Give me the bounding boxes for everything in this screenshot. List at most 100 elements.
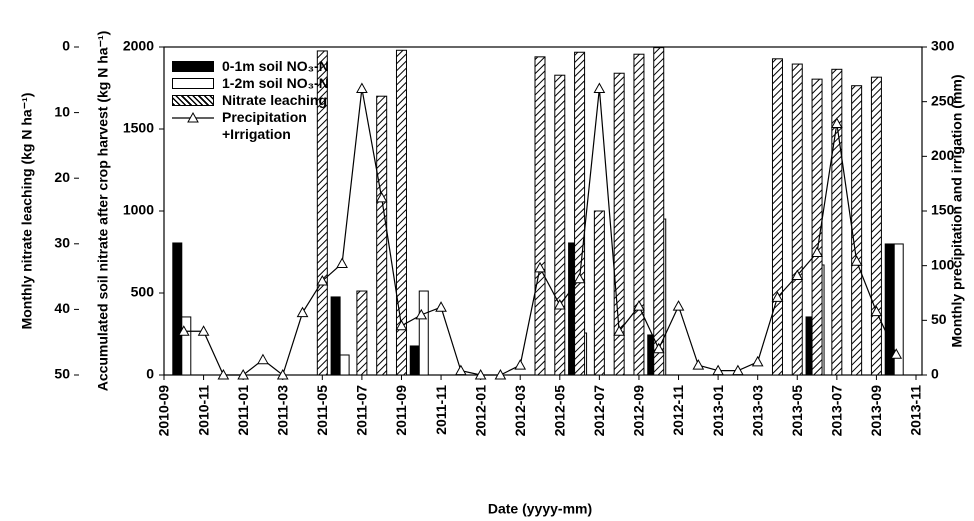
x-tick-label: 2011-11 — [433, 385, 449, 435]
y2-tick-label: 200 — [931, 147, 955, 163]
bar — [851, 85, 863, 376]
x-tick-label: 2012-11 — [670, 385, 686, 436]
y-tick-label: 1000 — [123, 202, 154, 218]
y-tick-label: 0 — [146, 366, 154, 382]
x-tick-label: 2012-01 — [472, 385, 488, 437]
legend-item: Nitrate leaching — [172, 92, 348, 109]
bar — [613, 72, 625, 376]
y3-tick-label: 40 — [54, 300, 70, 316]
legend-label: Precipitation +Irrigation — [222, 109, 307, 142]
bar — [181, 316, 192, 376]
y3-tick-label: 0 — [62, 38, 70, 54]
marker — [732, 364, 744, 376]
y-tick-label: 500 — [131, 284, 155, 300]
y3-tick-label: 20 — [54, 169, 70, 185]
bar — [554, 74, 566, 376]
marker — [771, 291, 784, 302]
y-tick-label: 2000 — [123, 38, 154, 54]
x-tick-label: 2013-01 — [710, 385, 726, 437]
bar — [534, 56, 546, 376]
marker — [633, 300, 645, 311]
marker — [435, 301, 447, 312]
x-tick-label: 2012-05 — [551, 385, 567, 437]
marker — [356, 82, 368, 94]
y2-tick-label: 100 — [931, 256, 955, 272]
marker — [217, 368, 230, 380]
bar — [870, 76, 882, 376]
marker — [415, 308, 428, 320]
marker — [593, 82, 606, 94]
legend-label: Nitrate leaching — [222, 92, 328, 108]
legend-label: 1-2m soil NO₃-N — [222, 75, 329, 91]
marker — [870, 305, 883, 317]
legend: 0-1m soil NO₃-N 1-2m soil NO₃-N Nitrate le… — [172, 58, 348, 143]
marker — [197, 325, 210, 336]
marker — [494, 368, 507, 380]
x-tick-label: 2010-09 — [156, 385, 172, 437]
bar — [172, 242, 183, 376]
bar — [356, 290, 368, 376]
bar — [316, 50, 328, 376]
marker — [830, 117, 843, 129]
legend-swatch — [172, 61, 214, 72]
marker — [712, 364, 724, 376]
bar — [811, 78, 823, 376]
bar — [409, 345, 420, 376]
y2-tick-label: 50 — [931, 311, 947, 327]
bar — [771, 58, 783, 376]
bar — [593, 210, 605, 376]
marker — [613, 325, 626, 336]
y3-tick-label: 30 — [54, 235, 70, 251]
bar — [418, 290, 429, 376]
x-tick-label: 2013-11 — [908, 385, 924, 436]
marker — [375, 191, 388, 203]
legend-swatch — [172, 111, 214, 134]
marker — [811, 246, 823, 258]
marker — [336, 257, 348, 268]
x-tick-label: 2012-03 — [512, 385, 528, 437]
y3-axis-title: Monthly nitrate leaching (kg N ha⁻¹) — [19, 93, 35, 330]
marker — [850, 255, 863, 266]
y2-axis-title: Monthly precipitation and irrigation (mm… — [949, 75, 965, 348]
bar — [653, 47, 665, 376]
x-tick-label: 2011-03 — [274, 385, 290, 436]
bar — [791, 63, 803, 376]
x-tick-label: 2013-09 — [868, 385, 884, 437]
marker — [237, 368, 250, 380]
y2-tick-label: 300 — [931, 38, 955, 54]
legend-item: 0-1m soil NO₃-N — [172, 58, 348, 75]
bar — [633, 53, 645, 376]
legend-item: Precipitation +Irrigation — [172, 109, 348, 143]
y3-tick-label: 10 — [54, 103, 70, 119]
marker — [177, 325, 190, 336]
y2-tick-label: 0 — [931, 366, 939, 382]
legend-swatch — [172, 95, 214, 106]
marker — [692, 359, 705, 370]
bar — [893, 243, 904, 376]
x-tick-label: 2013-07 — [829, 385, 845, 437]
marker — [890, 348, 903, 359]
marker — [454, 364, 467, 376]
x-axis-title: Date (yyyy-mm) — [488, 501, 592, 517]
y-tick-label: 1500 — [123, 120, 154, 136]
marker — [276, 368, 289, 380]
bar — [376, 95, 388, 376]
bar — [831, 68, 843, 376]
bar — [339, 354, 350, 376]
marker — [672, 300, 685, 311]
x-tick-label: 2013-05 — [789, 385, 805, 437]
x-tick-label: 2011-01 — [235, 385, 251, 436]
marker — [257, 353, 269, 365]
y-axis-title: Accumulated soil nitrate after crop harv… — [95, 31, 111, 392]
y2-tick-label: 250 — [931, 92, 955, 108]
legend-swatch — [172, 78, 214, 89]
marker — [514, 359, 527, 370]
marker — [534, 261, 546, 273]
y2-tick-label: 150 — [931, 202, 955, 218]
marker — [751, 355, 764, 367]
marker — [316, 274, 329, 286]
legend-label: 0-1m soil NO₃-N — [222, 58, 329, 74]
marker — [652, 342, 665, 354]
marker — [474, 368, 487, 380]
